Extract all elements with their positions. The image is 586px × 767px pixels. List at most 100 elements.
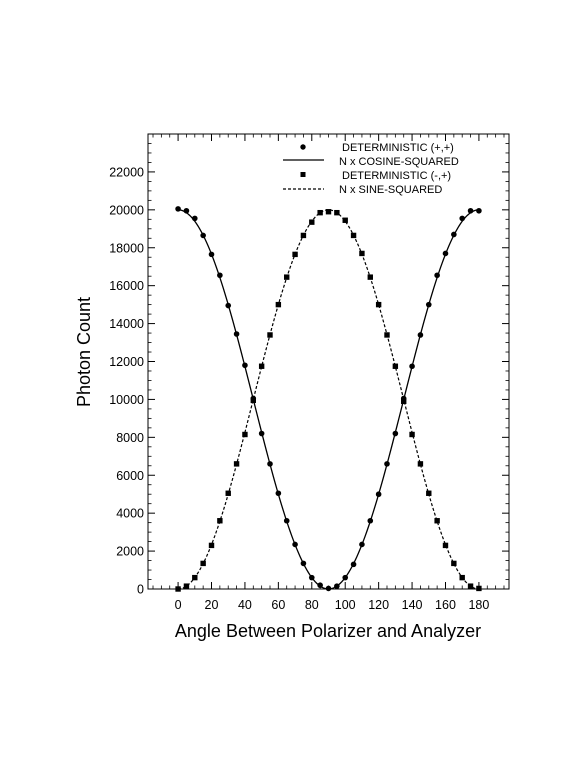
y-tick-label: 4000 bbox=[116, 507, 144, 521]
deterministic-minus-plus-point bbox=[325, 209, 332, 215]
deterministic-plus-plus-point bbox=[208, 251, 215, 258]
model-curves bbox=[178, 209, 479, 590]
deterministic-plus-plus-point bbox=[375, 491, 382, 498]
legend-label-series-3: DETERMINISTIC (-,+) bbox=[342, 170, 451, 182]
deterministic-plus-plus-point bbox=[350, 561, 357, 568]
deterministic-minus-plus-point bbox=[208, 542, 215, 549]
deterministic-plus-plus-point bbox=[292, 541, 298, 548]
y-tick-label: 16000 bbox=[109, 279, 144, 293]
x-axis-title: Angle Between Polarizer and Analyzer bbox=[175, 621, 481, 641]
deterministic-minus-plus-point bbox=[359, 250, 365, 257]
deterministic-minus-plus-point bbox=[459, 574, 465, 581]
deterministic-minus-plus-point bbox=[375, 301, 382, 308]
legend-label-series-1: DETERMINISTIC (+,+) bbox=[342, 142, 454, 154]
y-tick-label: 2000 bbox=[116, 545, 144, 559]
deterministic-minus-plus-point bbox=[233, 461, 240, 467]
deterministic-minus-plus-point bbox=[292, 251, 298, 258]
deterministic-minus-plus-point bbox=[417, 461, 424, 467]
deterministic-minus-plus-point bbox=[175, 586, 181, 592]
deterministic-plus-plus-point bbox=[442, 250, 449, 257]
deterministic-plus-plus-point bbox=[367, 517, 374, 524]
x-tick-label: 60 bbox=[271, 598, 285, 612]
y-tick-label: 14000 bbox=[109, 317, 144, 331]
deterministic-minus-plus-point bbox=[434, 518, 440, 524]
x-tick-label: 0 bbox=[175, 598, 182, 612]
x-tick-label: 160 bbox=[435, 598, 456, 612]
deterministic-plus-plus-point bbox=[434, 272, 440, 279]
deterministic-minus-plus-point bbox=[350, 232, 357, 239]
deterministic-plus-plus-point bbox=[225, 302, 232, 309]
y-tick-label: 20000 bbox=[109, 203, 144, 217]
deterministic-minus-plus-point bbox=[183, 583, 190, 589]
deterministic-plus-plus-point bbox=[459, 215, 466, 222]
deterministic-plus-plus-point bbox=[384, 461, 390, 467]
deterministic-plus-plus-point bbox=[300, 560, 307, 567]
deterministic-plus-plus-point bbox=[242, 362, 248, 369]
y-tick-label: 6000 bbox=[116, 469, 144, 483]
deterministic-plus-plus-point bbox=[334, 583, 340, 589]
legend-square-marker bbox=[300, 172, 306, 177]
y-tick-label: 0 bbox=[137, 583, 144, 597]
deterministic-minus-plus-point bbox=[225, 490, 231, 496]
deterministic-minus-plus-point bbox=[334, 209, 340, 216]
deterministic-plus-plus-point bbox=[317, 582, 323, 589]
deterministic-minus-plus-point bbox=[476, 585, 482, 592]
deterministic-minus-plus-point bbox=[367, 274, 373, 280]
data-markers bbox=[175, 206, 482, 592]
deterministic-minus-plus-point bbox=[342, 217, 348, 223]
deterministic-plus-plus-point bbox=[359, 541, 365, 548]
deterministic-plus-plus-point bbox=[467, 207, 474, 214]
deterministic-minus-plus-point bbox=[217, 518, 223, 524]
deterministic-minus-plus-point bbox=[309, 219, 315, 225]
deterministic-plus-plus-point bbox=[233, 331, 240, 337]
x-tick-label: 140 bbox=[402, 598, 423, 612]
deterministic-plus-plus-point bbox=[183, 207, 190, 214]
plot-frame bbox=[147, 133, 510, 590]
deterministic-plus-plus-point bbox=[217, 272, 223, 279]
deterministic-plus-plus-point bbox=[191, 215, 198, 222]
deterministic-minus-plus-point bbox=[426, 490, 432, 496]
deterministic-plus-plus-point bbox=[175, 206, 181, 212]
deterministic-minus-plus-point bbox=[258, 363, 265, 369]
x-tick-label: 120 bbox=[368, 598, 389, 612]
y-tick-label: 10000 bbox=[109, 393, 144, 407]
y-tick-label: 18000 bbox=[109, 241, 144, 255]
x-axis-ticks: 0 20 40 60 80 100 120 140 160 180 bbox=[152, 134, 505, 612]
y-axis-title: Photon Count bbox=[74, 297, 94, 407]
legend-label-series-2: N x COSINE-SQUARED bbox=[339, 156, 459, 168]
deterministic-plus-plus-point bbox=[308, 574, 315, 581]
deterministic-plus-plus-point bbox=[392, 430, 399, 437]
legend-label-series-4: N x SINE-SQUARED bbox=[339, 184, 442, 196]
deterministic-plus-plus-point bbox=[325, 585, 332, 592]
y-tick-label: 8000 bbox=[116, 431, 144, 445]
deterministic-minus-plus-point bbox=[192, 574, 198, 581]
deterministic-minus-plus-point bbox=[300, 232, 307, 239]
y-axis-ticks: 0 2000 4000 6000 8000 10000 12000 14000 16000 180… bbox=[109, 143, 509, 597]
deterministic-plus-plus-point bbox=[451, 231, 457, 238]
deterministic-plus-plus-point bbox=[267, 461, 273, 467]
deterministic-minus-plus-point bbox=[267, 332, 273, 338]
deterministic-plus-plus-point bbox=[342, 574, 349, 581]
deterministic-plus-plus-point bbox=[425, 301, 432, 308]
deterministic-plus-plus-point bbox=[275, 490, 282, 497]
deterministic-minus-plus-point bbox=[409, 431, 415, 438]
x-tick-label: 180 bbox=[468, 598, 489, 612]
deterministic-plus-plus-point bbox=[409, 363, 415, 370]
x-tick-label: 40 bbox=[238, 598, 252, 612]
deterministic-plus-plus-point bbox=[200, 232, 206, 239]
deterministic-plus-plus-point bbox=[283, 517, 290, 524]
deterministic-minus-plus-point bbox=[401, 398, 407, 405]
sine-squared-curve bbox=[178, 209, 479, 590]
deterministic-minus-plus-point bbox=[250, 397, 256, 404]
deterministic-minus-plus-point bbox=[275, 301, 282, 308]
legend-circle-marker bbox=[300, 144, 306, 150]
deterministic-minus-plus-point bbox=[392, 363, 399, 369]
deterministic-minus-plus-point bbox=[442, 542, 449, 549]
deterministic-plus-plus-point bbox=[258, 430, 265, 437]
deterministic-minus-plus-point bbox=[242, 431, 248, 438]
deterministic-minus-plus-point bbox=[284, 274, 290, 280]
deterministic-plus-plus-point bbox=[417, 332, 424, 338]
y-tick-label: 22000 bbox=[109, 165, 144, 179]
cosine-squared-curve bbox=[178, 209, 479, 590]
deterministic-minus-plus-point bbox=[317, 209, 323, 216]
